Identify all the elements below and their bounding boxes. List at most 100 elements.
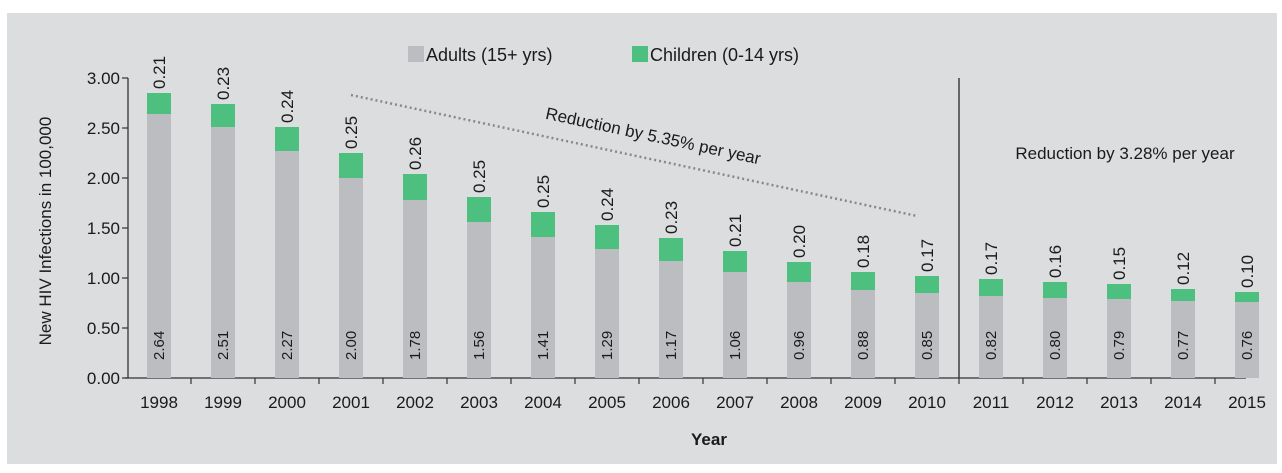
bar-value-label-children: 0.24 [598,188,617,221]
bar-value-label-adults: 0.85 [919,331,936,360]
trend-dotted-line [350,93,918,218]
bar-adults [467,222,491,378]
bar-value-label-adults: 0.96 [791,331,808,360]
bar-value-label-children: 0.21 [150,56,169,89]
bar-children [1043,282,1067,298]
x-axis-title: Year [691,430,727,449]
x-tick-label: 2014 [1164,393,1202,412]
x-tick-label: 2003 [460,393,498,412]
legend: Adults (15+ yrs) Children (0-14 yrs) [408,45,799,65]
chart-background [7,13,1277,464]
bar-children [403,174,427,200]
bar-adults [595,249,619,378]
bar-children [211,104,235,127]
bar-value-label-adults: 0.80 [1047,331,1064,360]
y-tick-label: 2.00 [87,169,120,188]
x-tick-label: 2011 [973,393,1010,412]
bar-value-label-adults: 1.17 [663,331,680,360]
x-tick-label: 2015 [1228,393,1266,412]
bar-children [915,276,939,293]
y-tick-label: 0.00 [87,369,120,388]
bar-children [531,212,555,237]
bar-adults [723,272,747,378]
x-tick-label: 2008 [780,393,818,412]
x-tick-label: 2000 [268,393,306,412]
bar-value-label-adults: 0.88 [855,331,872,360]
bar-value-label-adults: 0.82 [983,331,1000,360]
bar-value-label-adults: 2.51 [215,331,232,360]
bar-adults [1235,302,1259,378]
bar-adults [915,293,939,378]
bar-children [659,238,683,261]
bar-value-label-children: 0.18 [854,235,873,268]
x-tick-label: 1999 [204,393,242,412]
bar-adults [211,127,235,378]
bar-adults [1043,298,1067,378]
x-tick-label: 2006 [652,393,690,412]
y-axis-title: New HIV Infections in 100,000 [36,117,55,346]
x-tick-label: 1998 [140,393,178,412]
stacked-bar-chart: Adults (15+ yrs) Children (0-14 yrs) New… [7,13,1280,464]
x-tick-label: 2005 [588,393,626,412]
bar-value-label-adults: 1.41 [535,331,552,360]
bar-adults [403,200,427,378]
x-tick-label: 2001 [332,393,370,412]
bar-value-label-children: 0.25 [342,116,361,149]
bar-value-label-adults: 1.06 [727,331,744,360]
bar-children [787,262,811,282]
bar-value-label-children: 0.21 [726,214,745,247]
x-tick-label: 2002 [396,393,434,412]
bar-value-label-children: 0.15 [1110,247,1129,280]
bar-value-label-adults: 2.27 [279,331,296,360]
bar-adults [1107,299,1131,378]
bar-adults [531,237,555,378]
bar-children [1171,289,1195,301]
bar-value-label-adults: 0.76 [1239,331,1256,360]
bar-value-label-children: 0.16 [1046,245,1065,278]
bar-value-label-adults: 1.29 [599,331,616,360]
chart-container: Adults (15+ yrs) Children (0-14 yrs) New… [7,13,1280,464]
bar-adults [851,290,875,378]
bar-adults [979,296,1003,378]
bar-children [723,251,747,272]
bar-children [1107,284,1131,299]
bar-value-label-children: 0.23 [214,67,233,100]
annotation-trend-2: Reduction by 3.28% per year [1015,144,1235,163]
x-tick-label: 2004 [524,393,562,412]
bar-children [147,93,171,114]
y-tick-label: 0.50 [87,319,120,338]
bar-children [979,279,1003,296]
bar-adults [787,282,811,378]
x-tick-label: 2009 [844,393,882,412]
bar-adults [659,261,683,378]
bar-children [467,197,491,222]
legend-label-children: Children (0-14 yrs) [650,45,799,65]
legend-swatch-children [632,46,648,62]
bar-value-label-children: 0.12 [1174,252,1193,285]
bar-value-label-adults: 2.00 [343,331,360,360]
bar-value-label-adults: 0.77 [1175,331,1192,360]
bar-children [851,272,875,290]
bar-value-label-adults: 0.79 [1111,331,1128,360]
bar-value-label-children: 0.20 [790,225,809,258]
bar-adults [275,151,299,378]
y-tick-label: 2.50 [87,119,120,138]
bar-value-label-children: 0.17 [982,242,1001,275]
plot-area: 0.00 0.50 1.00 1.50 2.00 2.50 3.00 1998 1999 2000… [87,56,1280,412]
bar-value-label-adults: 1.78 [407,331,424,360]
bar-children [1235,292,1259,302]
bar-children [339,153,363,178]
x-tick-label: 2012 [1036,393,1074,412]
bar-value-label-children: 0.25 [534,175,553,208]
bar-value-label-children: 0.10 [1238,255,1257,288]
bar-adults [147,114,171,378]
x-tick-label: 2007 [716,393,754,412]
y-tick-label: 1.00 [87,269,120,288]
bar-value-label-children: 0.24 [278,90,297,123]
bar-children [595,225,619,249]
y-tick-label: 1.50 [87,219,120,238]
bar-value-label-adults: 2.64 [151,331,168,360]
legend-swatch-adults [408,46,424,62]
y-tick-label: 3.00 [87,69,120,88]
bar-adults [1171,301,1195,378]
